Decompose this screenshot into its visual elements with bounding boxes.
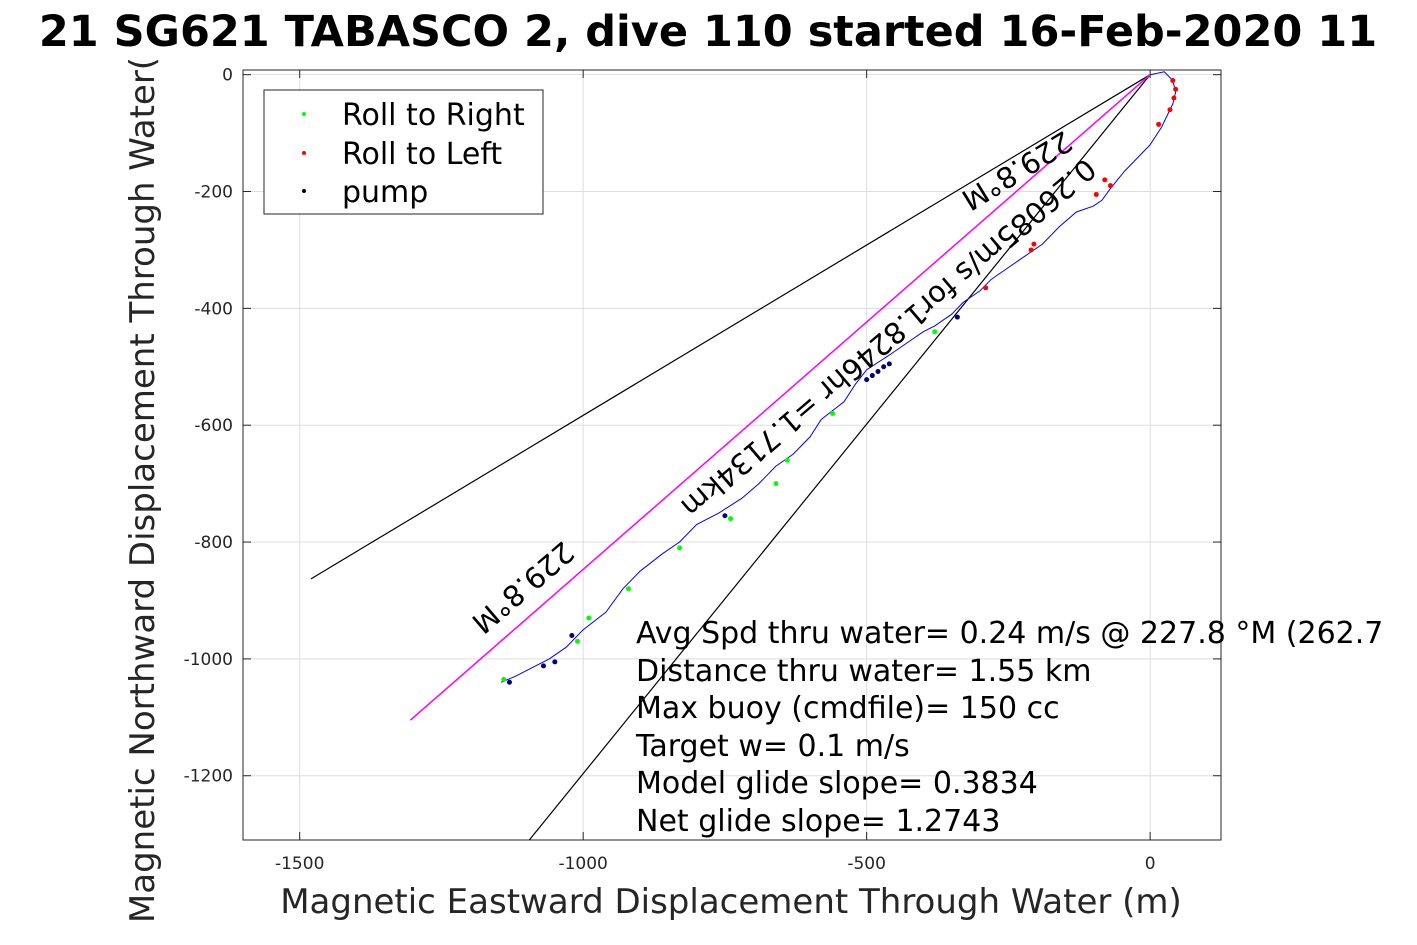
summary-annotations: Avg Spd thru water= 0.24 m/s @ 227.8 °M … [635, 616, 1383, 839]
annotation-avg-speed: Avg Spd thru water= 0.24 m/s @ 227.8 °M … [636, 616, 1383, 651]
plot-area [310, 71, 1179, 841]
pump-point [869, 373, 875, 379]
roll-left-point [1167, 107, 1173, 113]
y-tick-label: 0 [222, 66, 233, 86]
heading-line-1 [310, 74, 1151, 580]
legend-marker-pump [302, 189, 306, 193]
x-ticks: -1500 -1000 -500 0 [275, 70, 1156, 874]
roll-right-point [575, 638, 581, 644]
pump-point [954, 314, 960, 320]
plot-frame [242, 69, 1222, 841]
roll-left-point [1170, 78, 1176, 84]
roll-right-point [773, 481, 779, 487]
dive-track-line [500, 71, 1177, 683]
roll-left-point [1107, 183, 1113, 189]
legend: Roll to Right Roll to Left pump [263, 89, 544, 215]
y-tick-label: -600 [194, 416, 233, 436]
x-axis-label: Magnetic Eastward Displacement Through W… [280, 882, 1182, 922]
roll-left-point [1102, 177, 1108, 183]
y-ticks: 0 -200 -400 -600 -800 -1000 -1200 [184, 66, 1221, 787]
roll-right-point [784, 457, 790, 463]
legend-box [263, 89, 544, 215]
legend-label-pump: pump [342, 175, 428, 210]
roll-right-point [586, 615, 592, 621]
annotation-distance: Distance thru water= 1.55 km [636, 654, 1091, 689]
pump-point [886, 361, 892, 367]
roll-left-point [1093, 191, 1099, 197]
roll-right-point [830, 411, 836, 417]
legend-marker-roll-right [302, 112, 306, 116]
y-tick-label: -400 [194, 299, 233, 319]
x-tick-label: -1500 [275, 854, 324, 874]
roll-right-point [677, 545, 683, 551]
speed-distance-label: 0.26085m/s for1.8246hr =1.7134km [674, 152, 1102, 525]
heading-line-2 [528, 74, 1151, 841]
pump-point [552, 659, 558, 665]
x-tick-label: -1000 [558, 854, 607, 874]
pump-point [569, 633, 575, 639]
y-axis-label: Magnetic Northward Displacement Through … [123, 57, 163, 923]
track-markers [501, 78, 1179, 685]
annotation-net-glide: Net glide slope= 1.2743 [636, 804, 1000, 839]
pump-point [540, 663, 546, 669]
pump-point [506, 679, 512, 685]
roll-left-point [1173, 86, 1179, 92]
annotation-model-glide: Model glide slope= 0.3834 [636, 766, 1038, 801]
annotation-target-w: Target w= 0.1 m/s [635, 729, 910, 764]
chart-title: 21 SG621 TABASCO 2, dive 110 started 16-… [39, 7, 1377, 57]
roll-right-point [932, 329, 938, 335]
legend-label-roll-left: Roll to Left [342, 137, 502, 172]
pump-point [722, 513, 728, 519]
y-tick-label: -800 [194, 533, 233, 553]
average-heading-line [409, 74, 1151, 721]
pump-point [881, 364, 887, 370]
roll-left-point [1028, 247, 1034, 253]
roll-right-point [728, 516, 734, 522]
roll-left-point [1156, 121, 1162, 127]
y-tick-label: -1200 [184, 767, 233, 787]
x-tick-label: -500 [847, 854, 886, 874]
x-tick-label: 0 [1145, 854, 1156, 874]
annotation-max-buoy: Max buoy (cmdfile)= 150 cc [636, 691, 1060, 726]
roll-left-point [1031, 241, 1037, 247]
pump-point [875, 368, 881, 374]
roll-left-point [1171, 95, 1177, 101]
roll-right-point [626, 586, 632, 592]
roll-left-point [983, 285, 989, 291]
legend-label-roll-right: Roll to Right [342, 98, 525, 133]
pump-point [864, 377, 870, 383]
y-tick-label: -200 [194, 183, 233, 203]
y-tick-label: -1000 [184, 650, 233, 670]
roll-right-point [501, 676, 507, 682]
legend-marker-roll-left [302, 151, 306, 155]
